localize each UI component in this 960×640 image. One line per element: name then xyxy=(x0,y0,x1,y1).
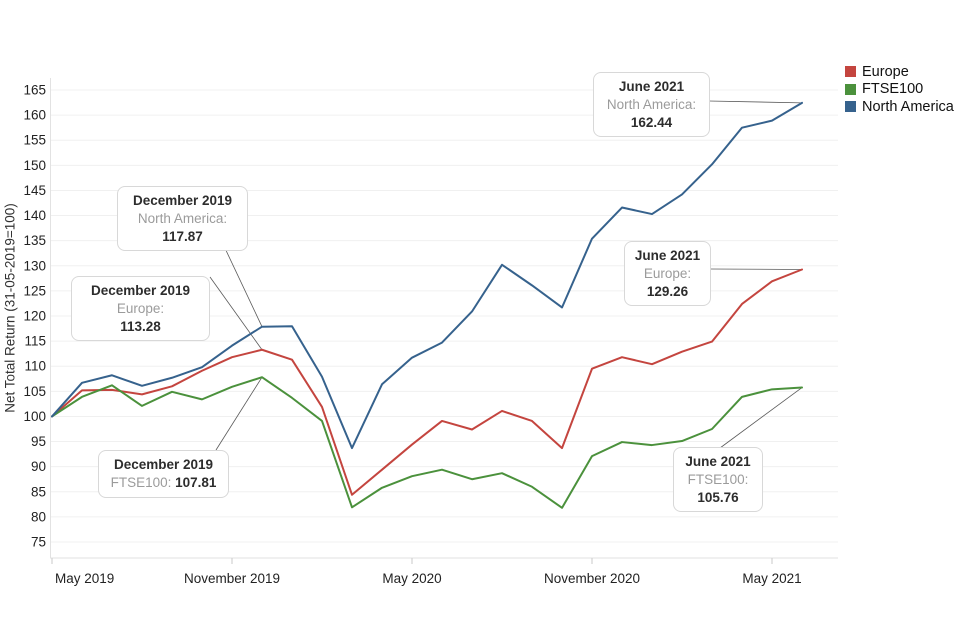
annotation-value: 105.76 xyxy=(697,489,739,505)
annotation-series-label: North America: xyxy=(606,96,697,112)
legend: Europe FTSE100 North America xyxy=(845,63,954,116)
annotation-title: December 2019 xyxy=(90,283,191,298)
legend-swatch-europe xyxy=(845,66,856,78)
legend-item-ftse100[interactable]: FTSE100 xyxy=(845,81,954,99)
svg-text:165: 165 xyxy=(23,83,46,98)
svg-text:115: 115 xyxy=(24,334,46,349)
annotation-jun2021-ftse100: June 2021 FTSE100: 105.76 xyxy=(673,447,763,513)
legend-label: North America xyxy=(862,98,954,115)
annotation-series-label: Europe: xyxy=(643,265,692,281)
svg-text:160: 160 xyxy=(23,108,46,123)
svg-text:95: 95 xyxy=(31,434,46,449)
legend-item-north-america[interactable]: North America xyxy=(845,98,954,116)
svg-text:85: 85 xyxy=(31,484,46,499)
svg-text:May 2020: May 2020 xyxy=(382,571,441,586)
annotation-series-label: North America: xyxy=(137,210,228,226)
annotation-dec2019-ftse100: December 2019 FTSE100: 107.81 xyxy=(98,450,229,498)
annotation-series-label: FTSE100: xyxy=(687,471,749,487)
svg-text:80: 80 xyxy=(31,509,46,524)
svg-text:May 2021: May 2021 xyxy=(742,571,801,586)
annotation-title: June 2021 xyxy=(618,79,685,94)
annotation-title: June 2021 xyxy=(634,248,701,263)
svg-text:120: 120 xyxy=(23,309,46,324)
legend-swatch-ftse100 xyxy=(845,83,856,95)
svg-text:125: 125 xyxy=(23,283,46,298)
svg-text:75: 75 xyxy=(31,535,46,550)
annotation-value: 117.87 xyxy=(162,228,203,244)
svg-text:140: 140 xyxy=(23,208,46,223)
annotation-value: 113.28 xyxy=(120,318,161,334)
legend-swatch-north-america xyxy=(845,101,856,113)
svg-text:110: 110 xyxy=(24,359,46,374)
legend-label: FTSE100 xyxy=(862,81,924,98)
svg-text:November 2020: November 2020 xyxy=(544,571,640,586)
svg-text:130: 130 xyxy=(23,258,46,273)
annotation-title: December 2019 xyxy=(113,457,214,472)
annotation-value: 129.26 xyxy=(646,283,689,299)
svg-text:May 2019: May 2019 xyxy=(55,571,114,586)
annotation-jun2021-europe: June 2021 Europe: 129.26 xyxy=(624,241,711,307)
svg-text:105: 105 xyxy=(23,384,46,399)
annotation-series-label: Europe: xyxy=(116,300,165,316)
annotation-dec2019-north-america: December 2019 North America: 117.87 xyxy=(117,186,248,252)
svg-text:135: 135 xyxy=(23,233,46,248)
y-axis-title: Net Total Return (31-05-2019=100) xyxy=(2,203,18,413)
legend-item-europe[interactable]: Europe xyxy=(845,63,954,81)
svg-text:150: 150 xyxy=(23,158,46,173)
svg-text:145: 145 xyxy=(23,183,46,198)
svg-text:November 2019: November 2019 xyxy=(184,571,280,586)
annotation-jun2021-north-america: June 2021 North America: 162.44 xyxy=(593,72,710,138)
legend-label: Europe xyxy=(862,63,909,80)
svg-text:100: 100 xyxy=(23,409,46,424)
svg-text:90: 90 xyxy=(31,459,46,474)
svg-text:155: 155 xyxy=(23,133,46,148)
annotation-dec2019-europe: December 2019 Europe: 113.28 xyxy=(71,276,210,342)
annotation-title: June 2021 xyxy=(685,454,751,469)
annotation-value: 162.44 xyxy=(630,114,673,130)
annotation-title: December 2019 xyxy=(132,193,233,208)
annotation-line: FTSE100: 107.81 xyxy=(110,474,217,490)
